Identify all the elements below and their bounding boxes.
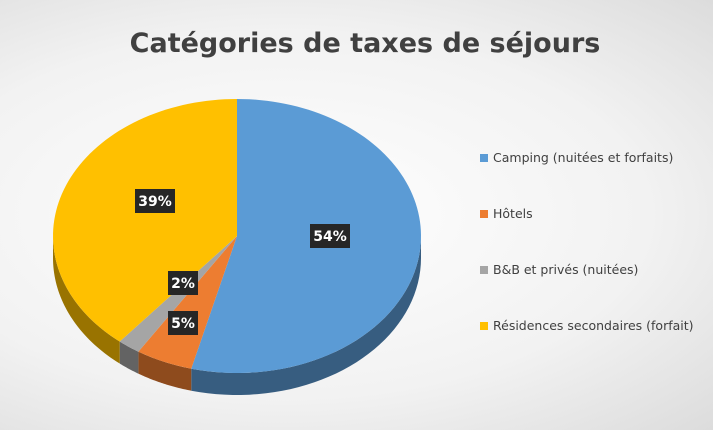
slice-side [53, 236, 120, 364]
legend: Camping (nuitées et forfaits) Hôtels B&B e… [480, 148, 705, 372]
data-label-box [168, 271, 198, 295]
legend-item: Résidences secondaires (forfait) [480, 316, 705, 336]
legend-swatch [480, 210, 488, 218]
data-label-box [135, 189, 175, 213]
legend-swatch [480, 266, 488, 274]
data-label: 39% [138, 194, 172, 210]
slice-side [138, 351, 192, 391]
pie-slice [138, 236, 237, 369]
legend-label: Camping (nuitées et forfaits) [493, 150, 674, 165]
slice-side [119, 341, 139, 374]
data-label-box [168, 311, 198, 335]
legend-item: Camping (nuitées et forfaits) [480, 148, 705, 168]
chart-title: Catégories de taxes de séjours [130, 28, 601, 59]
legend-label: Résidences secondaires (forfait) [493, 318, 694, 333]
legend-item: Hôtels [480, 204, 705, 224]
data-label: 54% [313, 229, 347, 245]
legend-swatch [480, 322, 488, 330]
slice-side [191, 236, 421, 395]
data-label: 2% [171, 276, 195, 292]
legend-label: Hôtels [493, 206, 533, 221]
pie-slice [191, 99, 421, 373]
legend-item: B&B et privés (nuitées) [480, 260, 705, 280]
legend-swatch [480, 154, 488, 162]
data-label: 5% [171, 316, 195, 332]
legend-label: B&B et privés (nuitées) [493, 262, 639, 277]
pie-slice [53, 99, 238, 342]
data-label-box [310, 224, 350, 248]
